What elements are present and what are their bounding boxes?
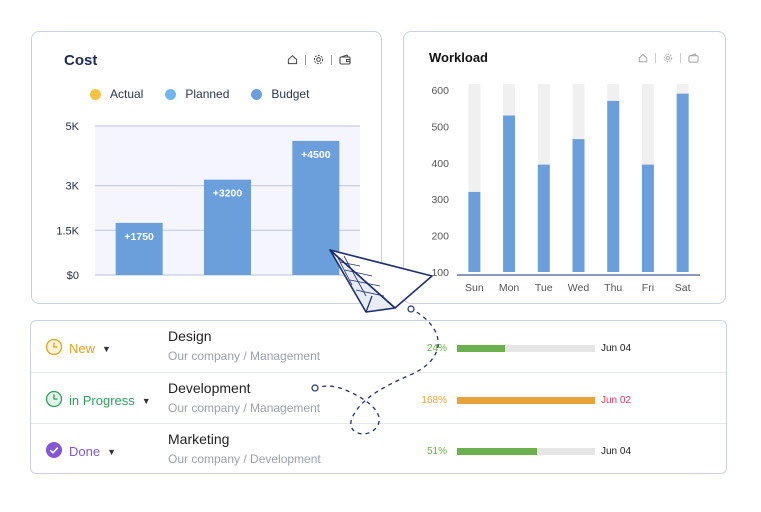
task-name: Development [168,380,251,396]
cost-toolbar [287,54,351,65]
x-tick-label: Wed [568,282,590,294]
cost-chart: $0 1.5K 3K 5K +1750 +3200 +4500 [56,121,360,282]
task-org: Our company / Management [168,349,321,363]
x-tick-label: Tue [535,282,553,294]
legend-dot-actual [90,88,101,100]
legend-dot-budget [251,88,263,100]
gear-icon[interactable] [313,54,324,65]
toolbar-divider [655,53,656,63]
progress-bar [457,448,595,455]
x-tick-label: Sat [675,282,691,294]
workload-chart: 100 200 300 400 500 600 Sun Mon Tue Wed Thu Fri Sat [431,84,700,294]
cost-title: Cost [64,52,98,69]
toolbar-divider [331,54,332,65]
bar-data-label: +1750 [124,231,154,243]
status-dropdown-in-progress[interactable]: in Progress ▼ [45,390,151,411]
check-circle-icon [45,441,63,462]
bar-data-label: +4500 [301,149,331,161]
wallet-icon[interactable] [688,53,699,63]
chevron-down-icon: ▼ [102,343,111,354]
y-tick-label: 1.5K [56,225,79,237]
trail-dot [311,384,319,392]
workload-title: Workload [429,50,488,65]
cost-bar [204,179,251,275]
task-name: Design [168,328,212,344]
trail-dot [407,305,415,313]
due-date: Jun 04 [601,446,632,457]
x-tick-label: Mon [499,282,520,294]
workload-bar [572,139,585,272]
task-org: Our company / Management [168,401,321,415]
status-label: New [69,341,96,356]
y-tick-label: $0 [67,270,79,282]
legend-planned: Planned [165,87,229,101]
task-name: Marketing [168,431,230,447]
legend-label-budget: Budget [271,87,310,101]
clock-icon [45,338,63,359]
legend-actual: Actual [90,87,143,101]
toolbar-divider [680,53,681,63]
home-icon[interactable] [287,54,298,65]
status-label: Done [69,444,101,459]
toolbar-divider [305,54,306,65]
y-tick-label: 500 [431,121,449,133]
progress-bar-fill [457,397,595,404]
legend-label-actual: Actual [110,87,144,101]
due-date: Jun 04 [601,343,632,354]
chevron-down-icon: ▼ [141,395,151,406]
task-table: New ▼ Design Our company / Management 24… [30,320,727,474]
workload-bar [503,115,516,272]
gear-icon[interactable] [663,53,673,63]
x-tick-label: Thu [604,282,622,294]
y-tick-label: 100 [431,267,449,279]
status-dropdown-done[interactable]: Done ▼ [45,441,116,462]
workload-bar [607,100,620,272]
progress-bar-fill [457,345,506,352]
task-row[interactable]: New ▼ Design Our company / Management 24… [31,321,726,372]
workload-bar [468,191,481,272]
plane-trail [315,307,439,435]
bar-data-label: +3200 [213,188,243,200]
chevron-down-icon: ▼ [107,446,116,457]
legend-budget: Budget [251,87,309,101]
wallet-icon[interactable] [339,54,351,65]
clock-icon [45,390,63,411]
y-tick-label: 400 [431,158,449,170]
workload-card: Workload 100 200 300 400 500 600 Sun Mon Tue Wed T… [403,31,726,304]
task-org: Our company / Development [168,452,321,466]
x-tick-label: Sun [465,282,484,294]
progress-bar [457,397,595,404]
due-date: Jun 02 [601,395,632,406]
workload-toolbar [638,53,699,63]
progress-percent: 51% [426,446,447,457]
status-label: in Progress [69,393,135,408]
task-row[interactable]: in Progress ▼ Development Our company / … [31,372,726,424]
y-tick-label: 5K [66,121,80,133]
legend-dot-planned [165,88,177,100]
progress-bar [457,345,595,352]
cost-card: Cost Actual Planned Budget $0 1.5K 3K 5K +17… [31,31,382,304]
cost-bar [115,222,163,275]
cost-legend: Actual Planned Budget [90,87,309,101]
progress-bar-fill [457,448,538,455]
legend-label-planned: Planned [185,87,230,101]
workload-bar [676,93,689,272]
workload-bar [641,164,654,272]
progress-percent: 24% [426,343,447,354]
home-icon[interactable] [638,53,648,63]
y-tick-label: 200 [431,231,449,243]
status-dropdown-new[interactable]: New ▼ [45,338,111,359]
progress-percent: 168% [421,395,447,406]
y-tick-label: 600 [431,85,449,97]
x-tick-label: Fri [642,282,654,294]
y-tick-label: 300 [431,194,449,206]
paper-plane-icon [329,249,433,313]
y-tick-label: 3K [66,181,80,193]
workload-bar [537,164,550,272]
